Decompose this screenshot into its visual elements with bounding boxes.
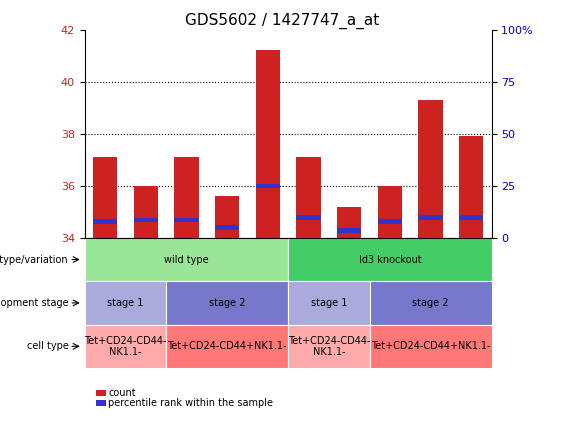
Bar	[370, 324, 492, 368]
Bar	[85, 281, 166, 324]
Bar	[133, 217, 158, 222]
Bar	[459, 136, 484, 238]
Bar	[418, 215, 443, 220]
Bar	[377, 219, 402, 223]
Bar	[337, 206, 362, 238]
Bar	[166, 324, 288, 368]
Text: wild type: wild type	[164, 255, 208, 264]
Bar	[296, 215, 321, 220]
Text: genotype/variation: genotype/variation	[0, 255, 68, 264]
Bar	[377, 186, 402, 238]
Text: cell type: cell type	[27, 341, 68, 352]
Bar	[288, 281, 370, 324]
Bar	[133, 186, 158, 238]
Text: Tet+CD24-CD44-
NK1.1-: Tet+CD24-CD44- NK1.1-	[288, 335, 370, 357]
Text: Tet+CD24-CD44+NK1.1-: Tet+CD24-CD44+NK1.1-	[371, 341, 490, 352]
Text: development stage: development stage	[0, 298, 68, 308]
Bar	[93, 157, 118, 238]
Text: GDS5602 / 1427747_a_at: GDS5602 / 1427747_a_at	[185, 13, 380, 29]
Bar	[370, 281, 492, 324]
Bar	[255, 184, 280, 188]
Bar	[85, 324, 166, 368]
Bar	[174, 217, 199, 222]
Bar	[174, 157, 199, 238]
Text: Tet+CD24-CD44-
NK1.1-: Tet+CD24-CD44- NK1.1-	[84, 335, 167, 357]
Text: count: count	[108, 387, 136, 398]
Text: stage 1: stage 1	[107, 298, 144, 308]
Bar	[93, 219, 118, 223]
Bar	[337, 228, 362, 233]
Bar	[255, 50, 280, 238]
Bar	[215, 225, 240, 230]
Text: stage 1: stage 1	[311, 298, 347, 308]
Bar	[459, 215, 484, 220]
Bar	[85, 238, 288, 281]
Text: Id3 knockout: Id3 knockout	[359, 255, 421, 264]
Bar	[288, 324, 370, 368]
Text: Tet+CD24-CD44+NK1.1-: Tet+CD24-CD44+NK1.1-	[167, 341, 287, 352]
Text: stage 2: stage 2	[209, 298, 245, 308]
Bar	[418, 100, 443, 238]
Text: stage 2: stage 2	[412, 298, 449, 308]
Bar	[215, 196, 240, 238]
Text: percentile rank within the sample: percentile rank within the sample	[108, 398, 273, 408]
Bar	[288, 238, 492, 281]
Bar	[166, 281, 288, 324]
Bar	[296, 157, 321, 238]
